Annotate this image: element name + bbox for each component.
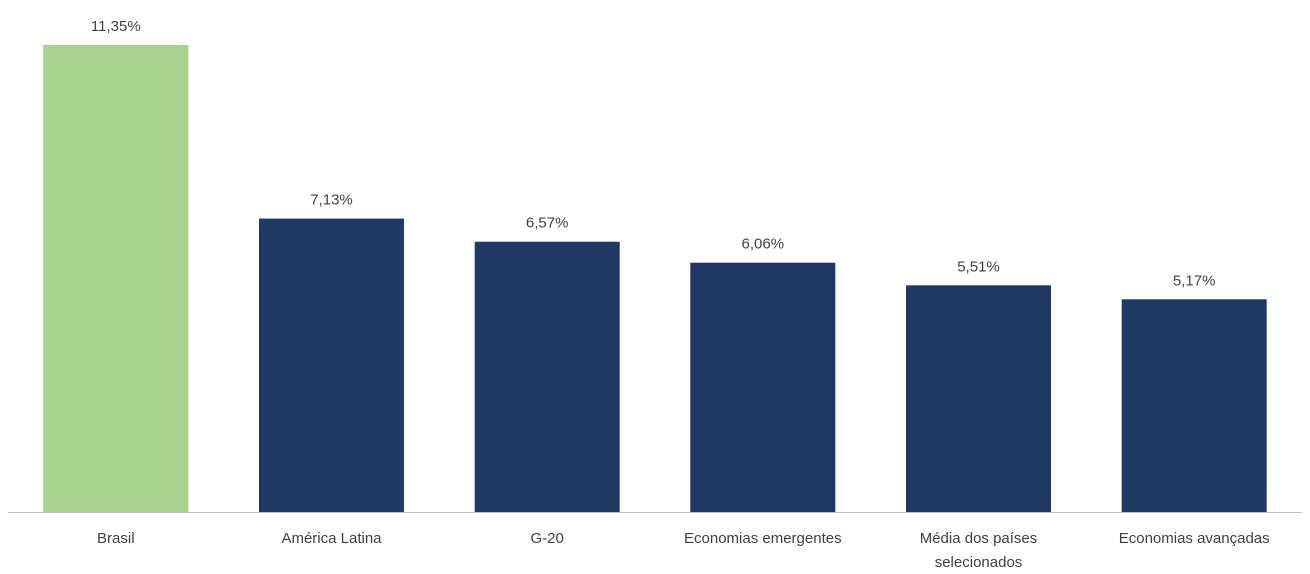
data-label: 6,06% <box>742 236 785 253</box>
bars-group <box>43 45 1267 512</box>
data-label: 7,13% <box>310 192 353 209</box>
category-tick-label: Economias emergentes <box>684 530 842 547</box>
bar-economias-avan-adas <box>1121 299 1267 512</box>
category-tick-label: Média dos países selecionados <box>920 530 1038 571</box>
bar-economias-emergentes <box>690 262 836 512</box>
value-labels-group: 11,35% 7,13% 6,57% 6,06% 5,51% 5,17% <box>91 18 1216 289</box>
data-label: 6,57% <box>526 215 569 232</box>
bar-g-20 <box>474 241 620 512</box>
data-label: 5,17% <box>1173 272 1216 289</box>
category-tick-label-line: Economias avançadas <box>1119 530 1270 547</box>
category-tick-label-line: selecionados <box>935 554 1023 571</box>
category-labels-group: Brasil América Latina G-20 Economias emerge… <box>97 530 1270 571</box>
bar-brasil <box>43 45 189 512</box>
category-tick-label: G-20 <box>531 530 564 547</box>
category-tick-label-line: Economias emergentes <box>684 530 842 547</box>
category-tick-label: Brasil <box>97 530 135 547</box>
data-label: 5,51% <box>957 258 1000 275</box>
category-tick-label-line: Brasil <box>97 530 135 547</box>
category-tick-label: América Latina <box>281 530 382 547</box>
category-tick-label-line: G-20 <box>531 530 564 547</box>
category-tick-label: Economias avançadas <box>1119 530 1270 547</box>
bar-am-rica-latina <box>259 218 404 512</box>
category-tick-label-line: América Latina <box>281 530 382 547</box>
bar-m-dia-dos-pa-ses-selecionados <box>906 285 1051 512</box>
data-label: 11,35% <box>91 18 141 35</box>
category-tick-label-line: Média dos países <box>920 530 1038 547</box>
